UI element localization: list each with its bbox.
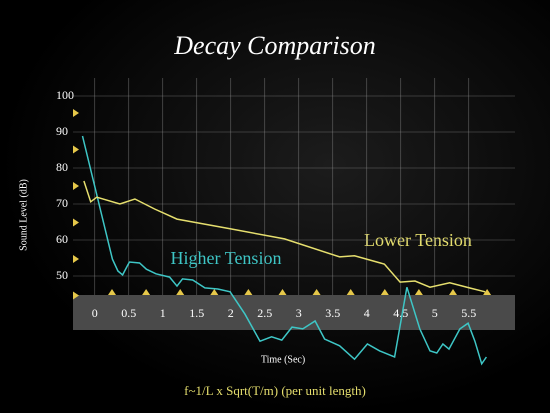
- x-tick-label: 5.5: [461, 306, 476, 320]
- marker-triangle: [176, 289, 185, 295]
- marker-triangle: [73, 291, 79, 300]
- marker-triangle: [244, 289, 253, 295]
- marker-triangle: [210, 289, 219, 295]
- marker-triangle: [73, 218, 79, 227]
- axis-band: [73, 295, 515, 330]
- marker-triangle: [278, 289, 287, 295]
- y-tick-label: 70: [56, 196, 68, 210]
- marker-triangle: [346, 289, 355, 295]
- marker-triangle: [312, 289, 321, 295]
- marker-triangle: [73, 255, 79, 263]
- series-label: Higher Tension: [171, 248, 282, 268]
- chart-title: Decay Comparison: [173, 31, 375, 60]
- marker-triangle: [414, 289, 423, 295]
- series-line: [83, 180, 486, 293]
- y-tick-label: 80: [56, 160, 68, 174]
- y-tick-label: 50: [56, 268, 68, 282]
- y-tick-label: 100: [56, 88, 74, 102]
- x-tick-label: 2.5: [257, 306, 272, 320]
- x-tick-label: 5: [432, 306, 438, 320]
- x-tick-label: 4.5: [393, 306, 408, 320]
- marker-triangle: [380, 289, 389, 295]
- y-tick-label: 60: [56, 232, 68, 246]
- marker-triangle: [73, 182, 79, 190]
- marker-triangle: [483, 289, 492, 295]
- marker-triangle: [73, 145, 79, 154]
- marker-triangle: [142, 289, 151, 295]
- x-tick-label: 3: [296, 306, 302, 320]
- x-tick-label: 2: [228, 306, 234, 320]
- marker-triangle: [73, 109, 79, 117]
- y-tick-label: 90: [56, 124, 68, 138]
- marker-triangle: [449, 289, 457, 295]
- series-line: [81, 135, 488, 366]
- x-tick-label: 0: [92, 306, 98, 320]
- x-tick-label: 1: [160, 306, 166, 320]
- x-tick-label: 1.5: [189, 306, 204, 320]
- x-tick-label: 3.5: [325, 306, 340, 320]
- y-axis-label: Sound Level (dB): [18, 179, 29, 251]
- x-tick-label: 4: [364, 306, 370, 320]
- x-axis-label: Time (Sec): [261, 354, 305, 365]
- x-tick-label: 0.5: [121, 306, 136, 320]
- marker-triangle: [108, 289, 116, 295]
- footnote: f~1/L x Sqrt(T/m) (per unit length): [184, 383, 366, 398]
